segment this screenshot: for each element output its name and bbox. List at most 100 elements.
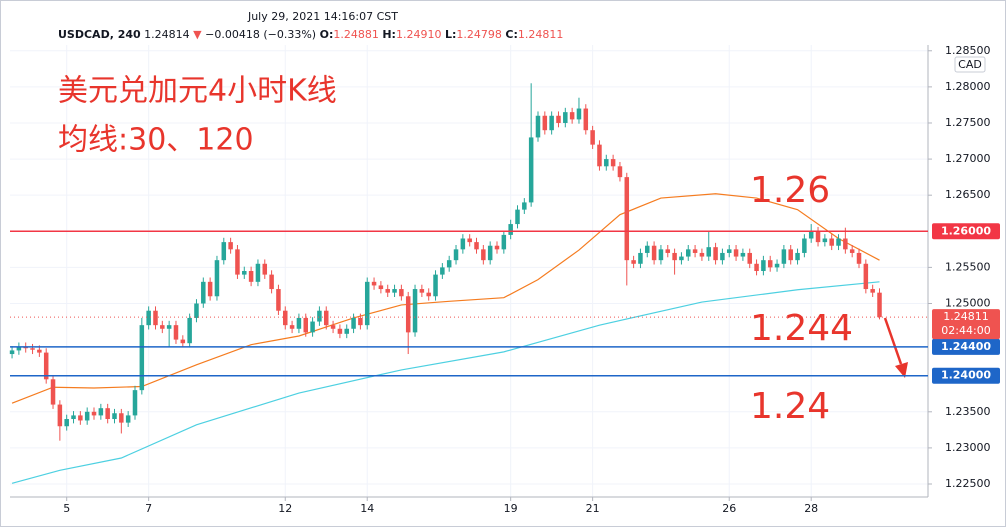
ohlc-header: USDCAD, 240 1.24814 ▼ −0.00418 (−0.33%) …: [58, 28, 563, 41]
candle-body: [631, 260, 636, 264]
candle-body: [242, 271, 247, 275]
candle-body: [617, 166, 623, 178]
candle-body: [692, 249, 698, 253]
annotation-title: 美元兑加元4小时K线: [58, 74, 337, 109]
candle-body: [754, 263, 759, 271]
candle-body: [71, 415, 76, 420]
candle-body: [146, 310, 151, 326]
candle-body: [795, 252, 800, 261]
candle-body: [713, 247, 718, 261]
candle-body: [740, 252, 746, 257]
y-tick-label: 1.27500: [945, 116, 991, 129]
candle-body: [549, 115, 554, 131]
candle-body: [269, 274, 274, 290]
candle-body: [30, 348, 35, 350]
candle-body: [262, 263, 268, 275]
level-label: 1.26000: [941, 224, 991, 237]
candle-body: [515, 209, 520, 225]
candle-body: [747, 252, 752, 264]
candle-body: [98, 408, 104, 416]
candle-body: [699, 252, 705, 257]
candle-body: [235, 249, 240, 275]
candle-body: [467, 238, 472, 243]
candle-body: [160, 325, 165, 329]
candle-body: [344, 328, 349, 334]
candle-body: [761, 260, 766, 271]
candle-body: [283, 310, 288, 326]
candle-body: [788, 249, 793, 261]
candle-body: [679, 256, 684, 261]
candle-body: [624, 177, 630, 261]
candle-body: [460, 238, 466, 250]
candle-body: [50, 379, 56, 405]
candle-body: [453, 249, 459, 261]
level-label-box: [932, 367, 1000, 384]
y-tick-label: 1.23500: [945, 405, 991, 418]
candle-body: [37, 349, 42, 353]
o-label: O:: [320, 28, 334, 41]
x-tick-label: 7: [145, 502, 152, 515]
candle-body: [276, 289, 281, 311]
candle-body: [672, 252, 677, 261]
candle-body: [78, 415, 83, 421]
candle-body: [64, 419, 69, 427]
candle-body: [822, 238, 828, 243]
y-tick-label: 1.22500: [945, 477, 991, 490]
l-value: 1.24798: [456, 28, 502, 41]
candle-body: [248, 271, 254, 282]
candle-body: [528, 137, 534, 203]
candle-body: [542, 115, 548, 131]
candle-body: [686, 249, 691, 257]
candle-body: [105, 408, 110, 420]
candle-body: [569, 112, 575, 120]
arrow-shaft: [883, 317, 903, 365]
candle-body: [9, 350, 15, 355]
annotation-level: 1.244: [750, 308, 853, 349]
candle-body: [446, 260, 452, 268]
x-tick-label: 19: [504, 502, 518, 515]
candle-body: [802, 238, 807, 253]
candle-body: [91, 411, 97, 416]
candle-body: [84, 411, 90, 421]
candle-body: [173, 325, 179, 340]
y-tick-label: 1.28000: [945, 80, 991, 93]
candle-body: [194, 303, 199, 318]
candle-body: [638, 252, 643, 264]
currency-box: [954, 56, 986, 73]
candle-body: [610, 159, 616, 167]
candle-body: [576, 108, 582, 120]
candle-body: [501, 234, 507, 250]
candle-body: [187, 317, 192, 344]
candle-body: [720, 252, 725, 261]
candle-body: [733, 249, 739, 257]
candle-body: [658, 249, 664, 261]
y-tick-label: 1.25000: [945, 296, 991, 309]
price: 1.24814: [144, 28, 190, 41]
candle-body: [132, 390, 138, 416]
candle-body: [863, 263, 869, 290]
candle-body: [508, 224, 513, 235]
candle-body: [651, 245, 657, 261]
moving-average: [11, 281, 880, 484]
o-value: 1.24881: [333, 28, 379, 41]
candle-body: [556, 115, 561, 123]
annotation-level: 1.26: [750, 170, 830, 211]
x-tick-label: 14: [360, 502, 374, 515]
candle-body: [57, 404, 63, 427]
candle-body: [125, 415, 131, 423]
candle-body: [433, 274, 438, 297]
y-tick-label: 1.23000: [945, 441, 991, 454]
candle-body: [494, 245, 500, 250]
x-tick-label: 26: [722, 502, 736, 515]
candle-body: [392, 289, 397, 293]
candle-body: [139, 325, 145, 391]
moving-average: [11, 193, 880, 404]
candle-body: [405, 296, 411, 333]
candle-body: [214, 260, 220, 297]
candle-body: [351, 317, 356, 329]
candle-body: [583, 108, 589, 131]
annotation-level: 1.24: [750, 386, 830, 427]
